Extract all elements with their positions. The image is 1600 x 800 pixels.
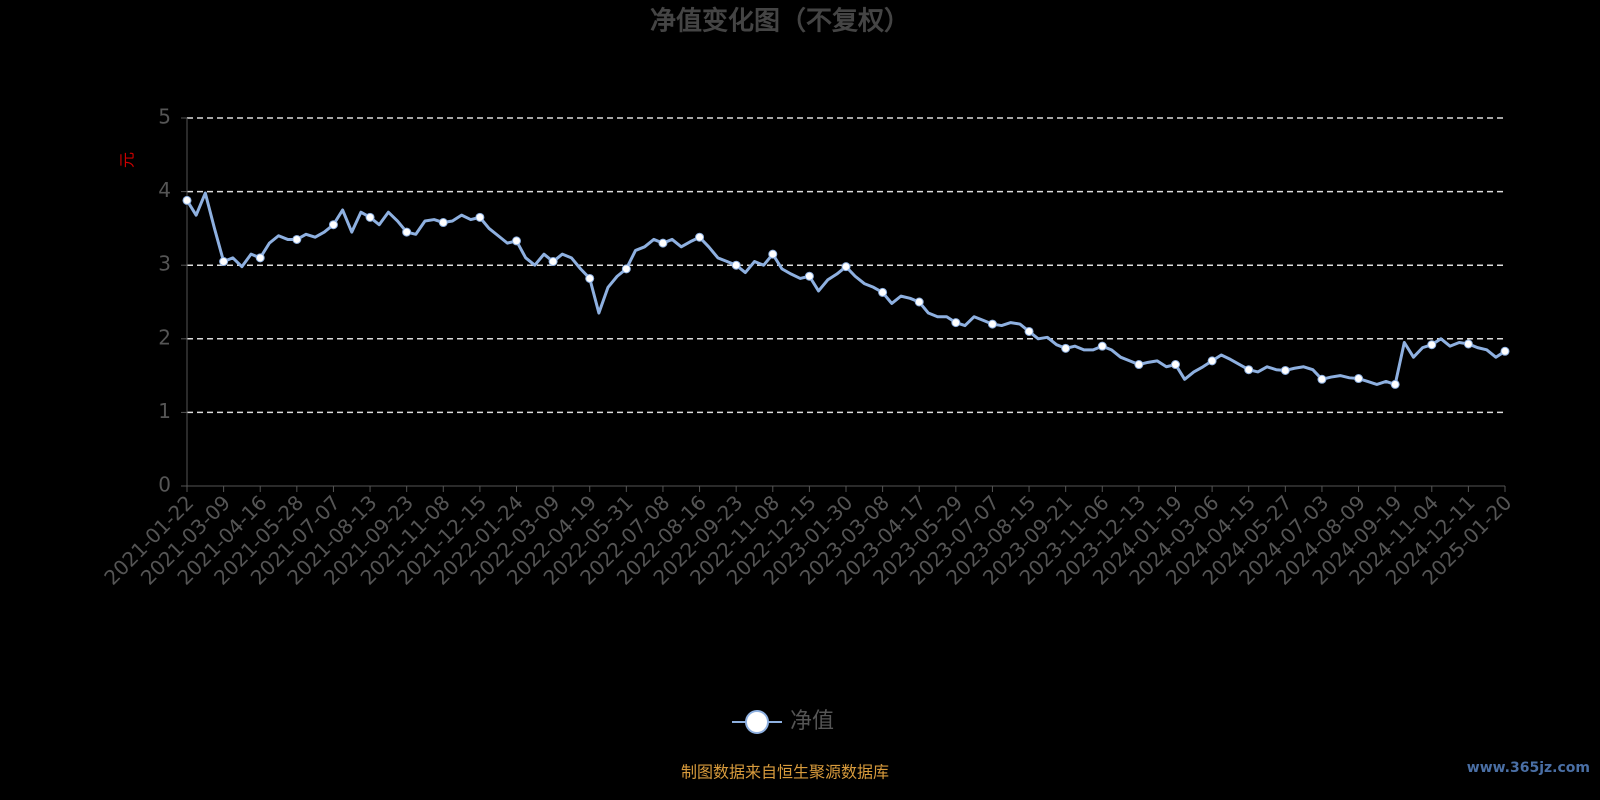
source-note: 制图数据来自恒生聚源数据库 <box>681 763 889 782</box>
data-point <box>658 238 668 248</box>
data-point <box>1244 365 1254 375</box>
data-point <box>731 260 741 270</box>
data-point <box>1134 360 1144 370</box>
y-tick-label: 3 <box>158 252 171 276</box>
data-point <box>1097 341 1107 351</box>
data-point <box>1427 340 1437 350</box>
data-point <box>1207 356 1217 366</box>
data-point <box>878 287 888 297</box>
data-point <box>548 257 558 267</box>
data-point <box>512 236 521 246</box>
data-point <box>1463 339 1473 349</box>
data-point <box>438 218 448 228</box>
data-point <box>621 264 631 274</box>
data-point <box>951 318 961 328</box>
y-tick-label: 0 <box>158 473 171 497</box>
data-point <box>585 273 595 283</box>
y-tick-label: 4 <box>158 178 171 202</box>
data-point <box>1280 365 1290 375</box>
data-point <box>219 257 229 267</box>
data-point <box>402 227 412 237</box>
y-tick-label: 2 <box>158 325 171 349</box>
y-tick-label: 1 <box>158 399 171 423</box>
y-axis-label: 元 <box>118 152 137 168</box>
data-point <box>1390 379 1400 389</box>
data-point <box>1171 360 1180 370</box>
data-point <box>804 271 814 281</box>
data-point <box>292 234 302 244</box>
data-point <box>328 220 338 230</box>
chart-title: 净值变化图（不复权） <box>650 6 910 37</box>
data-point <box>987 319 997 329</box>
data-point <box>365 212 375 222</box>
data-point <box>475 212 485 222</box>
data-point <box>695 232 705 242</box>
data-point <box>1061 343 1071 353</box>
data-point <box>841 262 851 272</box>
data-point <box>1354 374 1364 384</box>
watermark: www.365jz.com <box>1467 760 1590 776</box>
data-point <box>1500 346 1510 356</box>
data-point <box>182 195 192 205</box>
data-point <box>255 253 265 263</box>
y-tick-label: 5 <box>158 105 171 129</box>
data-point <box>1024 326 1034 336</box>
data-point <box>768 249 778 259</box>
legend-marker <box>745 710 769 734</box>
legend-label: 净值 <box>790 709 834 734</box>
data-point <box>1317 374 1327 384</box>
data-point <box>914 297 924 307</box>
